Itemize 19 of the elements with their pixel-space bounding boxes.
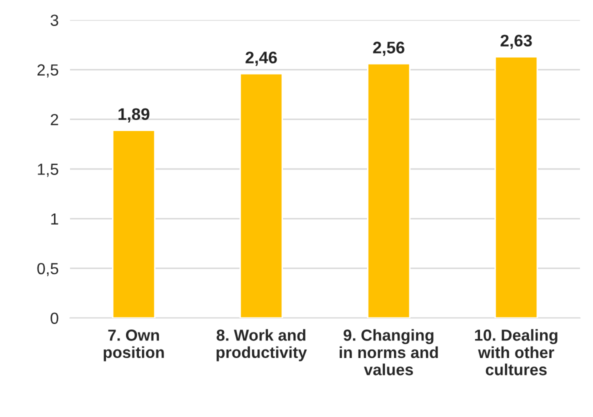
data-label: 1,89 <box>118 108 150 122</box>
bar <box>112 130 156 318</box>
bar <box>494 56 538 318</box>
data-label: 2,63 <box>500 34 532 49</box>
y-tick-label: 3 <box>50 14 58 26</box>
x-tick-label: 8. Work and productivity <box>216 329 307 362</box>
x-tick-label: 7. Own position <box>104 330 164 362</box>
data-label: 2,46 <box>246 52 277 66</box>
x-tick-label: 9. Changing in norms and values <box>340 329 438 376</box>
y-tick-label: 0 <box>50 312 58 324</box>
y-tick-label: 2,5 <box>37 64 58 78</box>
bar <box>240 72 283 318</box>
y-tick-label: 1,5 <box>38 164 58 177</box>
x-tick-label: 10. Dealing with other cultures <box>475 329 558 376</box>
data-label: 2,56 <box>373 42 404 56</box>
y-tick-label: 0,5 <box>37 262 58 276</box>
y-tick-label: 2 <box>50 114 58 126</box>
bar <box>367 63 410 318</box>
y-tick-label: 1 <box>51 213 58 224</box>
